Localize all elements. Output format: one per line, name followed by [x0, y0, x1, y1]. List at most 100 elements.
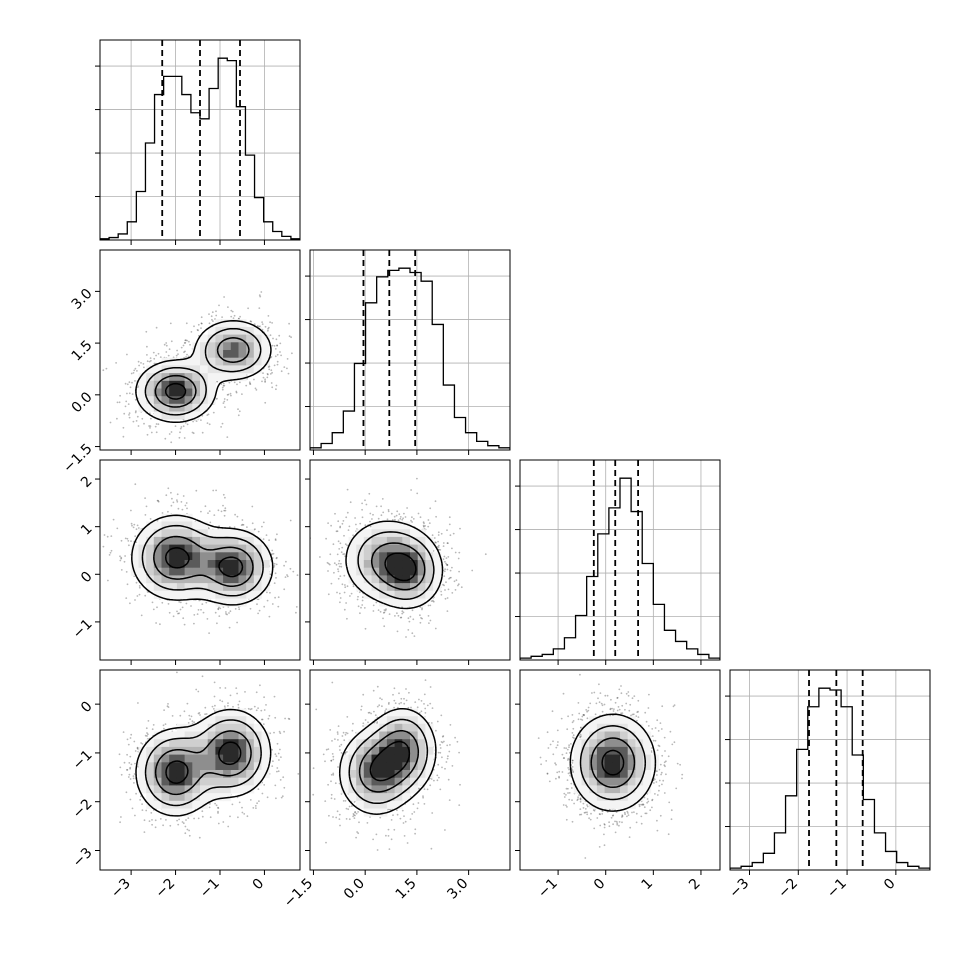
density-cell — [153, 388, 162, 397]
scatter-point — [444, 568, 446, 571]
scatter-point — [410, 489, 412, 491]
scatter-point — [386, 518, 389, 521]
density-cell — [363, 575, 372, 584]
scatter-point — [390, 512, 393, 515]
scatter-point — [338, 548, 341, 550]
scatter-point — [264, 378, 266, 381]
scatter-point — [167, 603, 170, 605]
density-cell — [238, 373, 247, 382]
scatter-point — [146, 591, 149, 593]
density-cell — [246, 590, 255, 599]
density-cell — [230, 583, 239, 592]
scatter-point — [120, 556, 123, 559]
density-cell — [153, 396, 162, 405]
density-cell — [207, 380, 216, 389]
scatter-point — [443, 584, 445, 587]
scatter-point — [262, 521, 265, 524]
density-cell — [169, 357, 178, 366]
scatter-point — [229, 392, 232, 395]
scatter-point — [134, 398, 137, 401]
scatter-point — [258, 294, 261, 297]
scatter-point — [445, 562, 447, 565]
scatter-point — [207, 413, 210, 416]
density-cell — [200, 567, 209, 576]
density-cell — [223, 319, 232, 328]
scatter-point — [327, 570, 329, 572]
density-cell — [379, 544, 388, 553]
density-cell — [386, 598, 395, 607]
scatter-point — [286, 367, 288, 370]
scatter-point — [191, 431, 194, 434]
scatter-point — [269, 373, 272, 375]
scatter-point — [167, 703, 169, 705]
density-cell — [223, 575, 232, 584]
scatter-point — [146, 345, 148, 348]
scatter-point — [227, 306, 229, 308]
density-cell — [410, 536, 419, 545]
scatter-point — [159, 623, 161, 626]
scatter-point — [231, 310, 234, 313]
scatter-point — [128, 416, 131, 419]
scatter-point — [246, 526, 248, 528]
scatter-point — [361, 502, 363, 505]
density-cell — [425, 567, 434, 576]
scatter-point — [136, 746, 139, 749]
scatter-point — [185, 502, 188, 504]
scatter-point — [186, 339, 189, 342]
density-cell — [238, 334, 247, 343]
density-cell — [200, 380, 209, 389]
density-cell — [169, 567, 178, 576]
scatter-point — [387, 509, 390, 511]
density-cell — [433, 575, 442, 584]
scatter-point — [206, 414, 209, 416]
scatter-point — [421, 607, 423, 610]
density-cell — [356, 575, 365, 584]
scatter-point — [291, 352, 293, 355]
scatter-point — [123, 560, 126, 563]
scatter-point — [254, 528, 256, 530]
density-cell — [386, 552, 395, 561]
density-cell — [200, 388, 209, 397]
scatter-point — [447, 588, 450, 591]
scatter-point — [220, 510, 223, 513]
density-cell — [146, 529, 155, 538]
scatter-point — [201, 603, 204, 605]
scatter-point — [184, 421, 187, 424]
contour-line — [164, 382, 187, 400]
joint-panel-0-2 — [99, 459, 301, 661]
scatter-point — [120, 539, 123, 542]
density-cell — [161, 560, 170, 569]
density-cell — [223, 598, 232, 607]
scatter-point — [458, 570, 460, 573]
scatter-point — [437, 540, 439, 543]
scatter-point — [197, 323, 200, 326]
density-cell — [433, 552, 442, 561]
scatter-point — [433, 537, 436, 539]
scatter-point — [124, 405, 127, 408]
scatter-point — [195, 489, 198, 492]
scatter-point — [451, 592, 454, 594]
scatter-point — [336, 553, 339, 556]
scatter-point — [295, 606, 298, 608]
density-cell — [223, 544, 232, 553]
density-cell — [176, 552, 185, 561]
scatter-point — [446, 564, 449, 567]
density-cell — [356, 560, 365, 569]
scatter-point — [339, 601, 341, 604]
scatter-point — [272, 337, 274, 340]
scatter-point — [193, 817, 196, 820]
scatter-point — [146, 354, 148, 356]
density-cell — [402, 521, 411, 530]
density-cell — [402, 544, 411, 553]
density-cell — [402, 598, 411, 607]
scatter-point — [229, 694, 232, 697]
density-cell — [215, 342, 224, 351]
density-cell — [207, 583, 216, 592]
scatter-point — [446, 529, 448, 532]
scatter-point — [167, 487, 170, 490]
scatter-point — [186, 353, 188, 356]
scatter-point — [145, 809, 148, 812]
scatter-point — [156, 606, 158, 609]
scatter-point — [276, 344, 278, 347]
scatter-point — [401, 610, 404, 613]
